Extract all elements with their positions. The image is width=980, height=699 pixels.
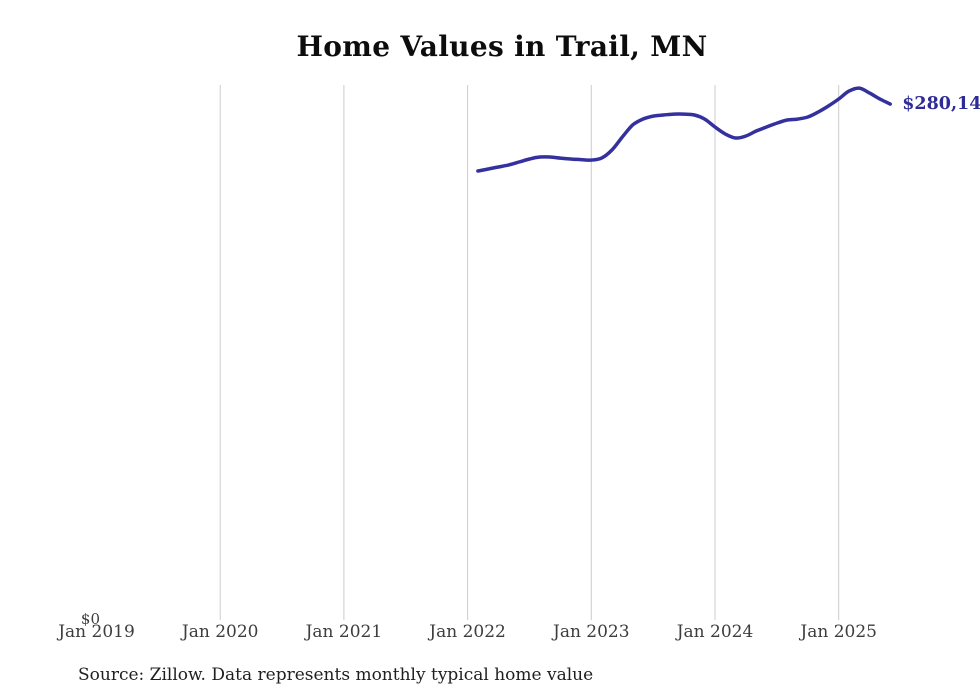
y-axis-zero-label: $0	[80, 610, 100, 628]
x-tick-label: Jan 2021	[305, 622, 383, 642]
chart-title: Home Values in Trail, MN	[296, 30, 708, 63]
source-note: Source: Zillow. Data represents monthly …	[78, 665, 594, 685]
latest-value-label: $280,140	[902, 94, 980, 115]
x-tick-label: Jan 2019	[58, 622, 135, 642]
x-tick-label: Jan 2023	[553, 622, 630, 642]
x-tick-label: Jan 2025	[800, 622, 877, 642]
x-tick-label: Jan 2022	[429, 622, 506, 642]
home-value-line	[476, 86, 892, 173]
x-tick-label: Jan 2020	[181, 622, 259, 642]
x-tick-label: Jan 2024	[676, 622, 754, 642]
